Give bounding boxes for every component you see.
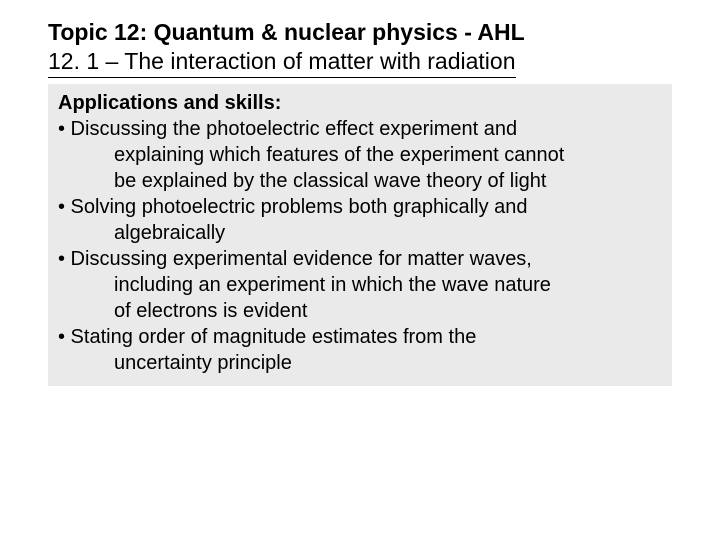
content-box: Applications and skills: • Discussing th… bbox=[48, 84, 672, 386]
topic-subtitle: 12. 1 – The interaction of matter with r… bbox=[48, 47, 516, 78]
bullet-item: • Solving photoelectric problems both gr… bbox=[58, 194, 662, 246]
bullet-text: • Solving photoelectric problems both gr… bbox=[58, 196, 528, 218]
bullet-continuation: be explained by the classical wave theor… bbox=[58, 168, 662, 194]
bullet-text: • Discussing the photoelectric effect ex… bbox=[58, 118, 517, 140]
bullet-text: • Stating order of magnitude estimates f… bbox=[58, 326, 476, 348]
slide-header: Topic 12: Quantum & nuclear physics - AH… bbox=[48, 18, 672, 78]
bullet-continuation: explaining which features of the experim… bbox=[58, 142, 662, 168]
bullet-item: • Discussing experimental evidence for m… bbox=[58, 246, 662, 324]
slide-container: Topic 12: Quantum & nuclear physics - AH… bbox=[0, 0, 720, 386]
bullet-continuation: including an experiment in which the wav… bbox=[58, 272, 662, 298]
bullet-continuation: of electrons is evident bbox=[58, 298, 662, 324]
bullet-continuation: uncertainty principle bbox=[58, 350, 662, 376]
topic-title: Topic 12: Quantum & nuclear physics - AH… bbox=[48, 18, 672, 47]
bullet-list: • Discussing the photoelectric effect ex… bbox=[58, 116, 662, 376]
bullet-item: • Stating order of magnitude estimates f… bbox=[58, 324, 662, 376]
section-heading: Applications and skills: bbox=[58, 90, 662, 116]
bullet-text: • Discussing experimental evidence for m… bbox=[58, 248, 532, 270]
bullet-item: • Discussing the photoelectric effect ex… bbox=[58, 116, 662, 194]
bullet-continuation: algebraically bbox=[58, 220, 662, 246]
